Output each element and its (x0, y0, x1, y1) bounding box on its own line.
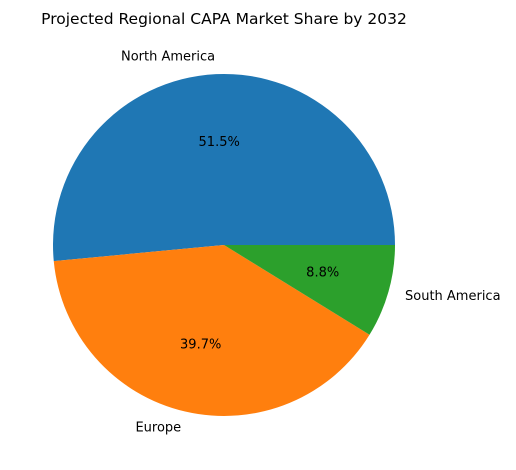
pie-slices (52, 73, 395, 416)
pie-slice-europe (53, 245, 370, 416)
slice-value-europe: 39.7% (180, 337, 221, 352)
slice-label-north-america: North America (121, 50, 215, 65)
pie-labels: North America 51.5% Europe 39.7% South Ameri… (121, 50, 501, 436)
pie-slice-north-america (52, 73, 395, 262)
pie-slice-south-america (224, 245, 395, 335)
slice-label-europe: Europe (135, 421, 181, 436)
slice-label-south-america: South America (405, 289, 501, 304)
slice-value-north-america: 51.5% (199, 135, 240, 150)
slice-value-south-america: 8.8% (306, 266, 339, 281)
chart-title: Projected Regional CAPA Market Share by … (41, 10, 407, 28)
